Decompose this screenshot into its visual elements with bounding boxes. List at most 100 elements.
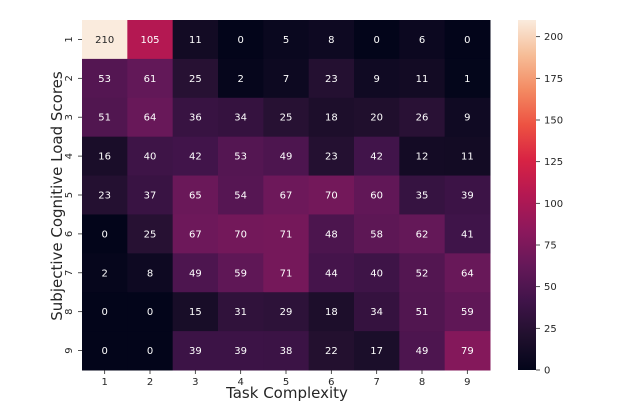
- heatmap-cell: [263, 253, 310, 293]
- colorbar-tick-label: 25: [544, 324, 557, 335]
- heatmap-cell: [172, 331, 219, 371]
- heatmap-cell-value: 29: [280, 307, 293, 318]
- heatmap-cell: [308, 292, 355, 332]
- heatmap-cell-labels: 210 105 11 0 5 8 0 6 053 61 25 2 7 23 9 11 151 64 36 34 25 18…: [95, 35, 474, 357]
- heatmap-cell: [82, 97, 128, 138]
- heatmap-cell-value: 210: [95, 35, 114, 46]
- colorbar-tick-label: 50: [544, 282, 557, 293]
- y-tick-label: 3: [64, 114, 75, 120]
- heatmap-cell-value: 6: [419, 35, 425, 46]
- heatmap-cell-value: 23: [325, 74, 338, 85]
- x-tick-label: 2: [147, 377, 153, 388]
- y-tick-label: 7: [64, 270, 75, 276]
- x-tick-label: 4: [237, 377, 243, 388]
- heatmap-cell: [127, 253, 174, 293]
- heatmap-cell-value: 2: [237, 74, 243, 85]
- heatmap-cell-value: 52: [416, 268, 429, 279]
- heatmap-cell-value: 65: [189, 191, 202, 202]
- heatmap-cell-value: 16: [98, 152, 111, 163]
- x-axis-ticks: 1 2 3 4 5 6 7 8 9: [101, 370, 471, 388]
- heatmap-cell-value: 25: [189, 74, 202, 85]
- heatmap-cell: [308, 58, 355, 99]
- heatmap-cell: [172, 253, 219, 293]
- heatmap-cell: [399, 20, 446, 60]
- heatmap-cell-value: 0: [147, 307, 153, 318]
- heatmap-cell-value: 70: [325, 191, 338, 202]
- heatmap-cell-value: 61: [144, 74, 157, 85]
- heatmap-cell: [82, 253, 128, 293]
- heatmap-cell: [127, 331, 174, 371]
- heatmap-cell-value: 9: [464, 113, 470, 124]
- heatmap-cell-value: 17: [370, 346, 383, 357]
- heatmap-cell: [308, 136, 355, 177]
- colorbar-tick-label: 150: [544, 116, 563, 127]
- heatmap-cell-value: 23: [98, 191, 111, 202]
- heatmap-cell: [308, 97, 355, 138]
- x-tick-label: 9: [464, 377, 470, 388]
- y-tick-label: 9: [64, 347, 75, 353]
- heatmap-cell: [82, 175, 128, 215]
- heatmap-cell-value: 25: [144, 229, 157, 240]
- heatmap-cell: [218, 58, 264, 99]
- heatmap-cell: [354, 136, 400, 177]
- heatmap-cell: [399, 253, 446, 293]
- heatmap-cell-value: 49: [189, 268, 202, 279]
- colorbar-tick-label: 200: [544, 32, 563, 43]
- heatmap-cell: [263, 175, 310, 215]
- heatmap-cell: [172, 136, 219, 177]
- heatmap-cell-value: 59: [461, 307, 474, 318]
- heatmap-cell-value: 37: [144, 191, 157, 202]
- heatmap-cell: [354, 331, 400, 371]
- heatmap-cell-value: 11: [416, 74, 429, 85]
- x-tick-label: 1: [101, 377, 107, 388]
- y-axis-label: Subjective Cognitive Load Scores: [48, 71, 66, 321]
- heatmap-cell: [82, 20, 128, 60]
- heatmap-cell-value: 38: [280, 346, 293, 357]
- heatmap-cell: [263, 292, 310, 332]
- heatmap-cell: [218, 214, 264, 254]
- heatmap-cell-value: 39: [234, 346, 247, 357]
- colorbar-tick-label: 100: [544, 199, 563, 210]
- heatmap-cell: [127, 97, 174, 138]
- heatmap-cell: [354, 253, 400, 293]
- heatmap-cell: [399, 175, 446, 215]
- heatmap-cell: [172, 292, 219, 332]
- heatmap-cell-value: 0: [101, 307, 107, 318]
- heatmap-cell-value: 64: [461, 268, 474, 279]
- heatmap-cell: [444, 214, 491, 254]
- heatmap-cell: [444, 292, 491, 332]
- heatmap-cell: [82, 292, 128, 332]
- heatmap-cell-value: 0: [373, 35, 379, 46]
- heatmap-cell: [218, 20, 264, 60]
- colorbar-tick-label: 125: [544, 157, 563, 168]
- heatmap-cell-value: 39: [189, 346, 202, 357]
- heatmap-cell: [444, 97, 491, 138]
- heatmap-cell-value: 62: [416, 229, 429, 240]
- heatmap-cell: [218, 97, 264, 138]
- y-axis-ticks: 1 2 3 4 5 6 7 8 9: [64, 36, 82, 354]
- x-axis-label: Task Complexity: [225, 384, 348, 402]
- heatmap-cell-value: 0: [237, 35, 243, 46]
- heatmap-cell-value: 49: [416, 346, 429, 357]
- heatmap-cell-value: 25: [280, 113, 293, 124]
- heatmap-cell: [399, 214, 446, 254]
- heatmap-cell: [82, 214, 128, 254]
- heatmap-cell-value: 5: [283, 35, 289, 46]
- heatmap-cell: [218, 175, 264, 215]
- heatmap-cell-value: 71: [280, 268, 293, 279]
- heatmap-cell-value: 70: [234, 229, 247, 240]
- heatmap-cell: [172, 214, 219, 254]
- heatmap-cell-value: 51: [416, 307, 429, 318]
- heatmap-cell-value: 26: [416, 113, 429, 124]
- heatmap-cell: [127, 58, 174, 99]
- heatmap-cell: [127, 20, 174, 60]
- heatmap-cell-value: 31: [234, 307, 247, 318]
- x-tick-label: 3: [192, 377, 198, 388]
- heatmap-cell-value: 79: [461, 346, 474, 357]
- heatmap-cell: [263, 58, 310, 99]
- heatmap-cell: [444, 175, 491, 215]
- heatmap-cell-value: 34: [370, 307, 383, 318]
- heatmap-cells: [82, 20, 491, 371]
- heatmap-cell: [82, 331, 128, 371]
